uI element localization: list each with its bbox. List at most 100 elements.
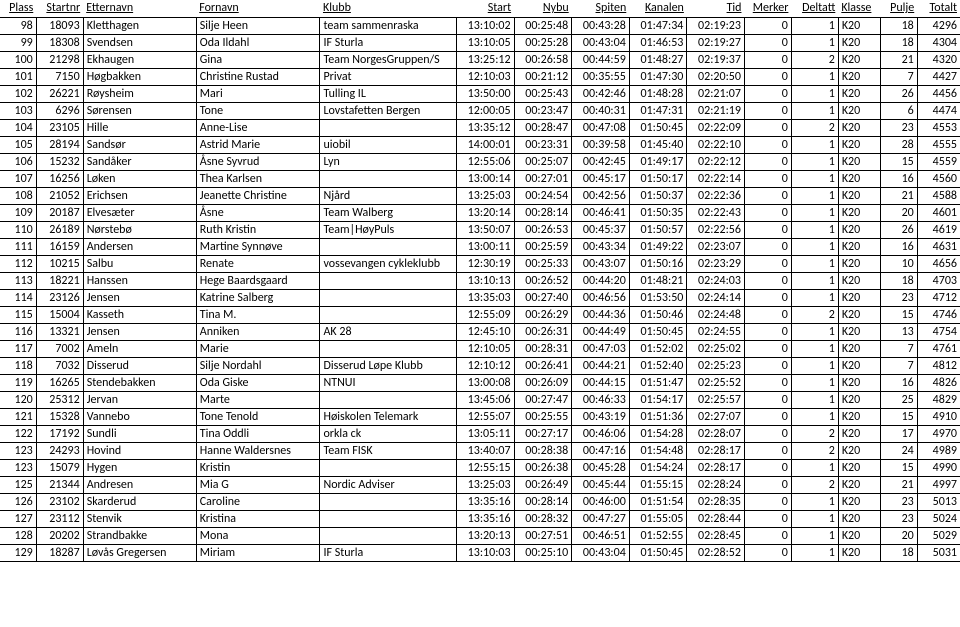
cell: 1 bbox=[791, 272, 838, 289]
cell: 7 bbox=[881, 357, 917, 374]
cell: 13:25:12 bbox=[457, 51, 515, 68]
cell: K20 bbox=[838, 340, 881, 357]
cell: 12:55:09 bbox=[457, 306, 515, 323]
cell: Hille bbox=[83, 119, 196, 136]
cell: 7032 bbox=[36, 357, 83, 374]
cell: 13:20:13 bbox=[457, 527, 515, 544]
cell: 1 bbox=[791, 459, 838, 476]
cell: 24 bbox=[881, 442, 917, 459]
cell: 12:45:10 bbox=[457, 323, 515, 340]
cell: Jensen bbox=[83, 323, 196, 340]
cell: orkla ck bbox=[320, 425, 457, 442]
cell: 21 bbox=[881, 51, 917, 68]
cell: K20 bbox=[838, 306, 881, 323]
table-row: 12820202StrandbakkeMona13:20:1300:27:510… bbox=[0, 527, 960, 544]
table-row: 11613321JensenAnnikenAK 2812:45:1000:26:… bbox=[0, 323, 960, 340]
cell: 23105 bbox=[36, 119, 83, 136]
cell: 01:54:24 bbox=[629, 459, 687, 476]
table-header: PlassStartnrEtternavnFornavnKlubbStartNy… bbox=[0, 0, 960, 17]
cell: Røysheim bbox=[83, 85, 196, 102]
cell: K20 bbox=[838, 374, 881, 391]
cell: 01:50:57 bbox=[629, 221, 687, 238]
table-row: 10716256LøkenThea Karlsen13:00:1400:27:0… bbox=[0, 170, 960, 187]
cell: 114 bbox=[0, 289, 36, 306]
cell: 1 bbox=[791, 68, 838, 85]
cell: 00:47:27 bbox=[572, 510, 630, 527]
cell: Disserud Løpe Klubb bbox=[320, 357, 457, 374]
cell: 13:25:03 bbox=[457, 187, 515, 204]
cell: 00:26:29 bbox=[514, 306, 572, 323]
cell: 18 bbox=[881, 272, 917, 289]
cell: 1 bbox=[791, 357, 838, 374]
cell: 16265 bbox=[36, 374, 83, 391]
cell: 119 bbox=[0, 374, 36, 391]
cell: 129 bbox=[0, 544, 36, 561]
cell: Tulling IL bbox=[320, 85, 457, 102]
cell: Renate bbox=[196, 255, 320, 272]
cell: Andresen bbox=[83, 476, 196, 493]
cell: 4601 bbox=[917, 204, 960, 221]
cell: 26189 bbox=[36, 221, 83, 238]
cell: IF Sturla bbox=[320, 34, 457, 51]
cell: 5031 bbox=[917, 544, 960, 561]
cell: K20 bbox=[838, 153, 881, 170]
cell: 02:22:43 bbox=[687, 204, 745, 221]
cell: Sandåker bbox=[83, 153, 196, 170]
cell: NTNUI bbox=[320, 374, 457, 391]
cell: Sandsør bbox=[83, 136, 196, 153]
cell: K20 bbox=[838, 272, 881, 289]
cell: 02:21:07 bbox=[687, 85, 745, 102]
cell: 0 bbox=[744, 221, 791, 238]
cell: 00:43:28 bbox=[572, 17, 630, 34]
cell: 00:43:04 bbox=[572, 544, 630, 561]
cell: 01:47:31 bbox=[629, 102, 687, 119]
cell: Caroline bbox=[196, 493, 320, 510]
cell: 2 bbox=[791, 425, 838, 442]
cell: Sørensen bbox=[83, 102, 196, 119]
cell: 01:54:48 bbox=[629, 442, 687, 459]
table-row: 10423105HilleAnne-Lise13:35:1200:28:4700… bbox=[0, 119, 960, 136]
table-row: 9818093KletthagenSilje Heenteam sammenra… bbox=[0, 17, 960, 34]
cell: 01:46:53 bbox=[629, 34, 687, 51]
cell: K20 bbox=[838, 544, 881, 561]
cell: 01:55:05 bbox=[629, 510, 687, 527]
cell: 02:24:55 bbox=[687, 323, 745, 340]
cell: 00:42:56 bbox=[572, 187, 630, 204]
cell: 00:42:45 bbox=[572, 153, 630, 170]
cell: 13:25:03 bbox=[457, 476, 515, 493]
cell: 26 bbox=[881, 85, 917, 102]
cell: 18308 bbox=[36, 34, 83, 51]
cell: 01:50:35 bbox=[629, 204, 687, 221]
cell: Disserud bbox=[83, 357, 196, 374]
cell: Christine Rustad bbox=[196, 68, 320, 85]
cell: 15232 bbox=[36, 153, 83, 170]
cell: 4631 bbox=[917, 238, 960, 255]
cell: 00:28:32 bbox=[514, 510, 572, 527]
cell: 00:45:44 bbox=[572, 476, 630, 493]
cell: 00:28:38 bbox=[514, 442, 572, 459]
cell: Jervan bbox=[83, 391, 196, 408]
cell: Team|HøyPuls bbox=[320, 221, 457, 238]
cell: Strandbakke bbox=[83, 527, 196, 544]
cell: Katrine Salberg bbox=[196, 289, 320, 306]
cell: 01:50:45 bbox=[629, 544, 687, 561]
cell: 100 bbox=[0, 51, 36, 68]
cell: 99 bbox=[0, 34, 36, 51]
cell: Marie bbox=[196, 340, 320, 357]
cell: 00:25:59 bbox=[514, 238, 572, 255]
cell: K20 bbox=[838, 187, 881, 204]
cell: 2 bbox=[791, 476, 838, 493]
cell: Lovstafetten Bergen bbox=[320, 102, 457, 119]
cell: K20 bbox=[838, 391, 881, 408]
cell: 00:45:37 bbox=[572, 221, 630, 238]
cell: 0 bbox=[744, 204, 791, 221]
cell: 1 bbox=[791, 170, 838, 187]
cell: Team Walberg bbox=[320, 204, 457, 221]
cell: 4560 bbox=[917, 170, 960, 187]
cell: 18221 bbox=[36, 272, 83, 289]
cell: 104 bbox=[0, 119, 36, 136]
cell: 15 bbox=[881, 408, 917, 425]
cell: 00:44:15 bbox=[572, 374, 630, 391]
cell: 1 bbox=[791, 204, 838, 221]
cell: 01:48:21 bbox=[629, 272, 687, 289]
